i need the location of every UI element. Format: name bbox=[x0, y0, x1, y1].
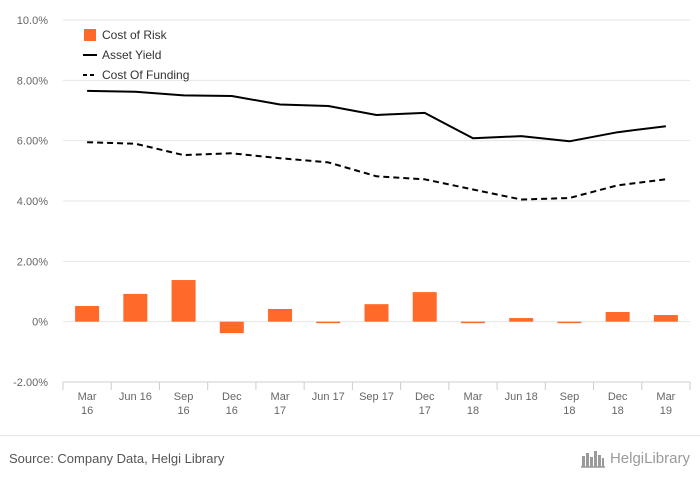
line-cost-of-funding[interactable] bbox=[87, 141, 667, 201]
bar-cost-of-risk[interactable] bbox=[653, 315, 678, 322]
bar-cost-of-risk[interactable] bbox=[123, 293, 148, 322]
bar-cost-of-risk[interactable] bbox=[364, 304, 389, 322]
bar-cost-of-risk[interactable] bbox=[557, 321, 582, 324]
x-tick-label: Jun 17 bbox=[312, 391, 345, 403]
helgi-library-logo-icon bbox=[580, 451, 605, 468]
y-tick-label: 6.00% bbox=[17, 136, 48, 148]
bar-cost-of-risk[interactable] bbox=[412, 292, 437, 322]
bar-cost-of-risk[interactable] bbox=[268, 308, 293, 322]
legend-item[interactable]: Asset Yield bbox=[83, 48, 161, 62]
brand-name: HelgiLibrary bbox=[609, 449, 690, 467]
footer: Source: Company Data, Helgi Library Helg… bbox=[0, 435, 700, 484]
x-tick-label: Sep 17 bbox=[359, 391, 394, 403]
chart: 10.0% 8.00% 6.00% 4.00% 2.00% 0% -2.00% Mar 16 J… bbox=[13, 15, 691, 417]
line-asset-yield[interactable] bbox=[87, 89, 667, 143]
source-text: Source: Company Data, Helgi Library bbox=[9, 451, 225, 466]
x-tick-label: Mar 16 bbox=[78, 391, 97, 417]
x-tick-label: Sep 18 bbox=[560, 391, 580, 417]
x-tick-label: Sep 16 bbox=[174, 391, 194, 417]
y-axis-ticks: 10.0% 8.00% 6.00% 4.00% 2.00% 0% -2.00% bbox=[13, 15, 48, 389]
x-tick-label: Dec 18 bbox=[608, 391, 628, 417]
x-tick-label: Dec 17 bbox=[415, 391, 435, 417]
y-tick-label: 4.00% bbox=[17, 196, 48, 208]
y-tick-label: 2.00% bbox=[17, 256, 48, 268]
legend-label: Cost Of Funding bbox=[102, 68, 189, 82]
y-tick-label: 10.0% bbox=[17, 15, 48, 27]
x-tick-label: Jun 16 bbox=[119, 391, 152, 403]
y-tick-label: 8.00% bbox=[17, 75, 48, 87]
bar-cost-of-risk[interactable] bbox=[509, 318, 534, 322]
x-axis: Mar 16 Jun 16 Sep 16 Dec 16 Mar 17 Jun 17 Sep 17 De… bbox=[62, 381, 691, 417]
bar-cost-of-risk[interactable] bbox=[171, 280, 196, 322]
x-tick-label: Mar 19 bbox=[656, 391, 675, 417]
legend-label: Asset Yield bbox=[102, 48, 161, 62]
bar-cost-of-risk[interactable] bbox=[75, 305, 100, 322]
y-tick-label: 0% bbox=[32, 317, 48, 329]
x-tick-label: Dec 16 bbox=[222, 391, 242, 417]
legend-item[interactable]: Cost Of Funding bbox=[83, 68, 189, 82]
legend: Cost of Risk Asset Yield Cost Of Funding bbox=[83, 28, 189, 82]
x-tick-label: Mar 18 bbox=[463, 391, 482, 417]
legend-label: Cost of Risk bbox=[102, 28, 168, 42]
y-tick-label: -2.00% bbox=[13, 377, 48, 389]
x-tick-label: Jun 18 bbox=[505, 391, 538, 403]
bar-cost-of-risk[interactable] bbox=[219, 321, 244, 334]
bar-cost-of-risk[interactable] bbox=[460, 321, 485, 324]
x-tick-label: Mar 17 bbox=[271, 391, 290, 417]
bar-cost-of-risk[interactable] bbox=[316, 321, 341, 324]
brand[interactable]: HelgiLibrary bbox=[580, 448, 690, 468]
bar-cost-of-risk[interactable] bbox=[605, 312, 630, 322]
series-lines bbox=[87, 89, 667, 201]
legend-swatch-bar bbox=[84, 29, 96, 41]
legend-item[interactable]: Cost of Risk bbox=[84, 28, 168, 42]
cost-of-risk-bars bbox=[75, 280, 678, 334]
